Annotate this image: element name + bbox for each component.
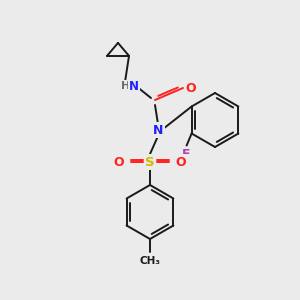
Text: S: S [145,155,155,169]
Text: CH₃: CH₃ [140,256,160,266]
Text: O: O [176,155,186,169]
Text: O: O [186,82,196,94]
Text: N: N [153,124,163,136]
Text: F: F [182,148,191,161]
Text: O: O [114,155,124,169]
Text: N: N [129,80,139,92]
Text: H: H [122,81,130,91]
